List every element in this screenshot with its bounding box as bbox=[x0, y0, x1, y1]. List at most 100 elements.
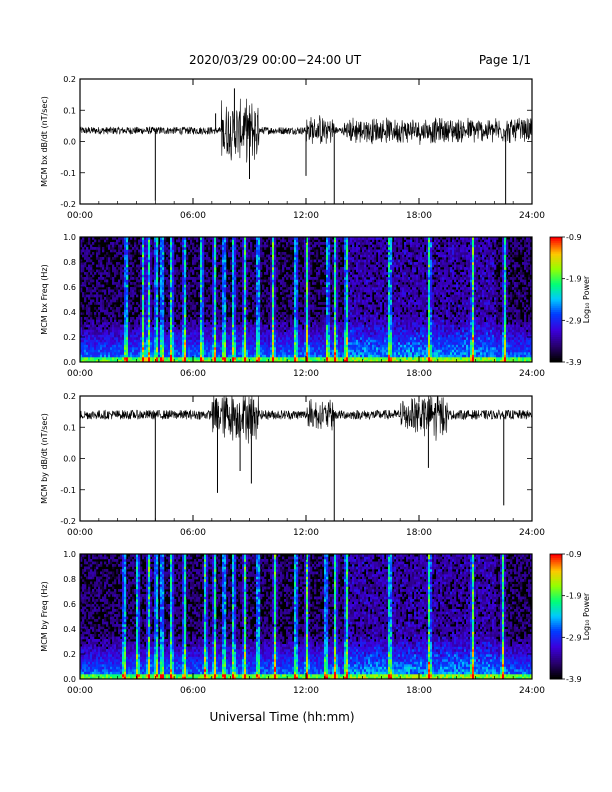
spectrogram-cell bbox=[124, 294, 127, 298]
spectrogram-cell bbox=[328, 264, 331, 268]
spectrogram-cell bbox=[84, 262, 87, 265]
spectrogram-cell bbox=[194, 344, 197, 348]
spectrogram-cell bbox=[184, 347, 187, 350]
spectrogram-cell bbox=[272, 349, 275, 353]
spectrogram-cell bbox=[298, 279, 301, 283]
spectrogram-cell bbox=[204, 352, 207, 355]
spectrogram-cell bbox=[90, 354, 93, 358]
spectrogram-cell bbox=[144, 272, 147, 275]
spectrogram-cell bbox=[308, 302, 311, 305]
spectrogram-cell bbox=[200, 274, 203, 278]
spectrogram-cell bbox=[308, 339, 311, 343]
spectrogram-cell bbox=[306, 282, 309, 285]
spectrogram-cell bbox=[200, 279, 203, 283]
spectrogram-cell bbox=[314, 354, 317, 358]
spectrogram-cell bbox=[224, 332, 227, 335]
spectrogram-cell bbox=[316, 314, 319, 318]
spectrogram-cell bbox=[108, 357, 111, 360]
spectrogram-cell bbox=[328, 342, 331, 345]
spectrogram-cell bbox=[294, 237, 297, 240]
spectrogram-cell bbox=[168, 337, 171, 340]
spectrogram-cell bbox=[112, 359, 115, 363]
spectrogram-cell bbox=[180, 344, 183, 348]
spectrogram-cell bbox=[282, 284, 285, 288]
spectrogram-cell bbox=[126, 272, 129, 275]
spectrogram-cell bbox=[248, 309, 251, 313]
spectrogram-cell bbox=[296, 249, 299, 253]
spectrogram-cell bbox=[214, 282, 217, 285]
spectrogram-cell bbox=[104, 337, 107, 340]
spectrogram-cell bbox=[92, 344, 95, 348]
spectrogram-cell bbox=[304, 329, 307, 333]
spectrogram-cell bbox=[284, 334, 287, 338]
spectrogram-cell bbox=[172, 339, 175, 343]
spectrogram-cell bbox=[208, 249, 211, 253]
spectrogram-cell bbox=[182, 277, 185, 280]
spectrogram-cell bbox=[90, 287, 93, 290]
spectrogram-cell bbox=[90, 322, 93, 325]
spectrogram-cell bbox=[306, 279, 309, 283]
spectrogram-cell bbox=[250, 334, 253, 338]
spectrogram-cell bbox=[206, 237, 209, 240]
spectrogram-cell bbox=[294, 352, 297, 355]
spectrogram-cell bbox=[210, 359, 213, 363]
spectrogram-cell bbox=[104, 302, 107, 305]
spectrogram-cell bbox=[160, 357, 163, 360]
spectrogram-cell bbox=[214, 337, 217, 340]
spectrogram-cell bbox=[294, 354, 297, 358]
spectrogram-cell bbox=[224, 282, 227, 285]
spectrogram-cell bbox=[188, 309, 191, 313]
spectrogram-cell bbox=[152, 282, 155, 285]
spectrogram-cell bbox=[224, 309, 227, 313]
spectrogram-cell bbox=[144, 317, 147, 320]
spectrogram-cell bbox=[182, 347, 185, 350]
spectrogram-cell bbox=[214, 274, 217, 278]
spectrogram-cell bbox=[208, 332, 211, 335]
spectrogram-cell bbox=[212, 357, 215, 360]
spectrogram-cell bbox=[274, 277, 277, 280]
spectrogram-cell bbox=[248, 257, 251, 260]
spectrogram-cell bbox=[316, 279, 319, 283]
spectrogram-cell bbox=[162, 237, 165, 240]
spectrogram-cell bbox=[110, 299, 113, 303]
spectrogram-cell bbox=[212, 242, 215, 245]
spectrogram-cell bbox=[152, 254, 155, 258]
spectrogram-cell bbox=[88, 324, 91, 328]
spectrogram-cell bbox=[240, 342, 243, 345]
spectrogram-cell bbox=[308, 282, 311, 285]
spectrogram-cell bbox=[148, 267, 151, 270]
spectrogram-cell bbox=[100, 342, 103, 345]
spectrogram-cell bbox=[182, 307, 185, 310]
spectrogram-cell bbox=[162, 352, 165, 355]
spectrogram-cell bbox=[144, 242, 147, 245]
spectrogram-cell bbox=[88, 359, 91, 363]
spectrogram-cell bbox=[200, 304, 203, 308]
spectrogram-cell bbox=[200, 352, 203, 355]
spectrogram-cell bbox=[272, 239, 275, 243]
spectrogram-cell bbox=[300, 284, 303, 288]
spectrogram-cell bbox=[92, 279, 95, 283]
spectrogram-cell bbox=[166, 259, 169, 263]
spectrogram-cell bbox=[212, 312, 215, 315]
spectrogram-cell bbox=[228, 239, 231, 243]
spectrogram-cell bbox=[140, 304, 143, 308]
spectrogram-cell bbox=[98, 312, 101, 315]
spectrogram-cell bbox=[266, 287, 269, 290]
spectrogram-cell bbox=[156, 287, 159, 290]
spectrogram-cell bbox=[286, 284, 289, 288]
spectrogram-cell bbox=[298, 324, 301, 328]
spectrogram-cell bbox=[156, 299, 159, 303]
spectrogram-cell bbox=[308, 239, 311, 243]
spectrogram-cell bbox=[224, 294, 227, 298]
spectrogram-cell bbox=[162, 262, 165, 265]
spectrogram-cell bbox=[144, 314, 147, 318]
spectrogram-cell bbox=[220, 254, 223, 258]
spectrogram-cell bbox=[248, 327, 251, 330]
spectrogram-cell bbox=[326, 352, 329, 355]
spectrogram-cell bbox=[330, 312, 333, 315]
spectrogram-cell bbox=[156, 294, 159, 298]
spectrogram-cell bbox=[192, 252, 195, 255]
spectrogram-cell bbox=[246, 239, 249, 243]
spectrogram-cell bbox=[318, 244, 321, 248]
spectrogram-cell bbox=[272, 319, 275, 323]
